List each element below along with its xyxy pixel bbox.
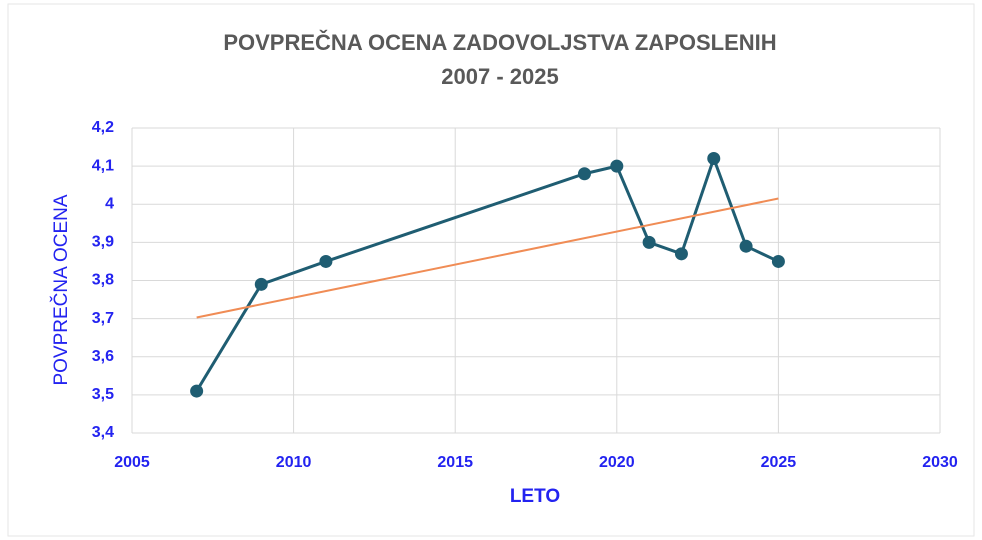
chart-border bbox=[7, 3, 975, 537]
trend-line bbox=[196, 197, 779, 319]
x-axis-label: LETO bbox=[510, 486, 560, 507]
data-line bbox=[195, 154, 780, 392]
chart-title: POVPREČNA OCENA ZADOVOLJSTVA ZAPOSLENIH bbox=[223, 30, 776, 55]
data-point bbox=[674, 247, 688, 261]
y-tick-label: 4,2 bbox=[92, 119, 114, 136]
data-point bbox=[610, 159, 624, 173]
y-tick-label: 3,7 bbox=[92, 310, 114, 327]
x-tick-label: 2005 bbox=[114, 454, 150, 471]
x-tick-label: 2010 bbox=[276, 454, 312, 471]
y-tick-label: 4 bbox=[105, 195, 114, 212]
y-tick-label: 3,5 bbox=[92, 386, 114, 403]
data-point bbox=[771, 254, 785, 268]
x-tick-label: 2025 bbox=[761, 454, 797, 471]
y-tick-label: 4,1 bbox=[92, 157, 114, 174]
data-point bbox=[577, 167, 591, 181]
data-point bbox=[190, 384, 204, 398]
data-point bbox=[707, 152, 721, 165]
data-point bbox=[319, 254, 333, 268]
x-tick-label: 2030 bbox=[922, 454, 958, 471]
x-tick-label: 2020 bbox=[599, 454, 635, 471]
y-tick-label: 3,8 bbox=[92, 272, 114, 289]
y-axis-label: POVPREČNA OCENA bbox=[50, 194, 72, 385]
x-tick-label: 2015 bbox=[437, 454, 473, 471]
chart-subtitle: 2007 - 2025 bbox=[441, 64, 558, 89]
y-tick-label: 3,9 bbox=[92, 234, 114, 251]
data-point bbox=[254, 277, 268, 291]
y-tick-label: 3,4 bbox=[92, 424, 114, 441]
data-point bbox=[739, 239, 753, 253]
data-point bbox=[642, 235, 656, 249]
y-tick-label: 3,6 bbox=[92, 348, 114, 365]
